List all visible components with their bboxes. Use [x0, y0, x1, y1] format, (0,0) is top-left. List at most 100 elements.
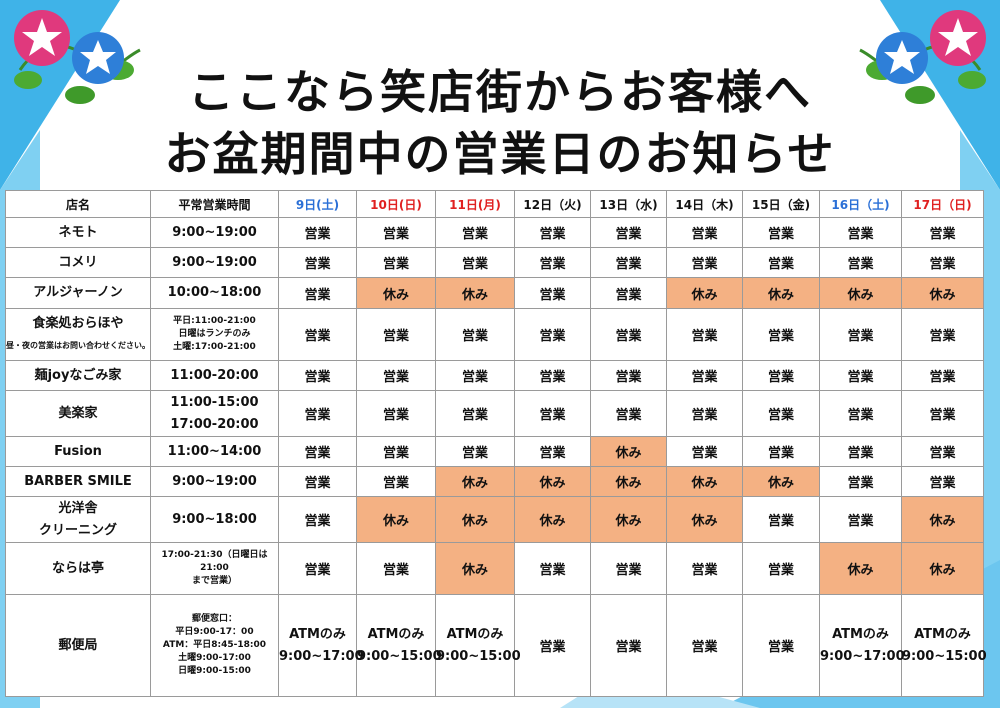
header-day: 10日(日) — [356, 190, 436, 218]
status-open: 営業 — [901, 390, 984, 437]
header-day: 13日（水) — [590, 190, 667, 218]
status-open: 営業 — [278, 247, 357, 278]
store-hours-line: 9:00~19:00 — [172, 224, 257, 240]
store-hours-line: 土曜:17:00-21:00 — [173, 342, 256, 352]
status-closed: 休み — [901, 542, 984, 595]
status-closed: 休み — [666, 277, 743, 309]
status-open: 営業 — [819, 496, 902, 543]
status-open: 営業 — [666, 247, 743, 278]
store-name: ネモト — [5, 217, 151, 248]
status-closed: 休み — [819, 277, 902, 309]
status-open: 営業 — [278, 308, 357, 361]
status-line: ATMのみ — [832, 626, 889, 642]
status-closed: 休み — [514, 496, 591, 543]
status-open: 営業 — [278, 390, 357, 437]
status-open: 営業 — [278, 360, 357, 391]
status-open: 営業 — [742, 390, 820, 437]
table-row: 美楽家 11:00-15:00 17:00-20:00 営業 営業 営業 営業 営業 営業 営業営… — [5, 390, 984, 437]
status-closed: 休み — [901, 277, 984, 309]
status-open: 営業 — [514, 390, 591, 437]
store-hours: 11:00~14:00 — [150, 436, 279, 467]
status-open: 営業 — [666, 308, 743, 361]
table-row: コメリ 9:00~19:00 営業 営業 営業 営業 営業 営業 営業 営業 営業 — [5, 247, 984, 278]
store-hours-line: 平日:11:00-21:00 — [173, 316, 256, 326]
status-open: 営業 — [590, 308, 667, 361]
status-closed: 休み — [356, 496, 436, 543]
table-row: Fusion 11:00~14:00 営業 営業 営業 営業 休み 営業 営業 営業 営業 — [5, 436, 984, 467]
status-open: 営業 — [819, 466, 902, 497]
status-open: 営業 — [742, 308, 820, 361]
status-open: 営業 — [356, 217, 436, 248]
status-open: 営業 — [590, 360, 667, 391]
status-open: 営業 — [819, 360, 902, 391]
status-closed: 休み — [435, 542, 515, 595]
store-hours-line: 10:00~18:00 — [167, 285, 262, 300]
status-open: 営業 — [435, 360, 515, 391]
store-hours-line: 11:00-15:00 — [170, 394, 259, 410]
status-open: 営業 — [742, 436, 820, 467]
status-open: ATMのみ 9:00~15:00 — [435, 594, 521, 697]
header-day: 16日（土) — [819, 190, 902, 218]
store-hours: 10:00~18:00 — [150, 277, 279, 309]
store-hours-line: 日曜はランチのみ — [178, 329, 251, 339]
store-name-line: 美楽家 — [58, 405, 98, 421]
status-open: 営業 — [278, 542, 357, 595]
header-day: 11日(月) — [435, 190, 515, 218]
status-open: 営業 — [590, 390, 667, 437]
status-open: 営業 — [742, 217, 820, 248]
table-header-row: 店名 平常営業時間 9日(土) 10日(日) 11日(月) 12日（火) 13日（水) 1… — [5, 190, 984, 218]
status-closed: 休み — [356, 277, 436, 309]
status-open: 営業 — [514, 277, 591, 309]
status-closed: 休み — [666, 466, 743, 497]
table-row: 光洋舎 クリーニング 9:00~18:00 営業 休み 休み 休み 休み 休み 営業 営業 休み — [5, 496, 984, 543]
status-open: 営業 — [590, 277, 667, 309]
status-line: ATMのみ — [289, 626, 346, 642]
status-open: 営業 — [356, 247, 436, 278]
status-open: ATMのみ 9:00~15:00 — [901, 594, 987, 697]
store-hours-line: 日曜9:00-15:00 — [178, 666, 251, 676]
status-open: 営業 — [901, 466, 984, 497]
status-open: 営業 — [742, 360, 820, 391]
status-open: 営業 — [666, 390, 743, 437]
status-closed: 休み — [435, 277, 515, 309]
status-open: 営業 — [901, 360, 984, 391]
status-open: 営業 — [666, 217, 743, 248]
store-hours: 11:00-15:00 17:00-20:00 — [150, 390, 279, 437]
status-closed: 休み — [590, 466, 667, 497]
status-open: 営業 — [356, 436, 436, 467]
store-hours: 9:00~19:00 — [150, 466, 279, 497]
status-closed: 休み — [590, 436, 667, 467]
status-open: 営業 — [819, 217, 902, 248]
status-open: 営業 — [742, 496, 820, 543]
status-closed: 休み — [742, 277, 820, 309]
store-name: Fusion — [5, 436, 151, 467]
status-line: 9:00~15:00 — [357, 648, 442, 664]
status-open: 営業 — [590, 247, 667, 278]
status-open: 営業 — [901, 217, 984, 248]
status-open: 営業 — [819, 436, 902, 467]
status-open: 営業 — [590, 594, 667, 697]
status-open: 営業 — [666, 436, 743, 467]
status-open: 営業 — [514, 436, 591, 467]
status-open: 営業 — [435, 390, 515, 437]
store-name: ならは亭 — [5, 542, 151, 595]
status-open: 営業 — [356, 466, 436, 497]
status-open: 営業 — [514, 217, 591, 248]
status-open: 営業 — [356, 308, 436, 361]
status-line: ATMのみ — [367, 626, 425, 642]
store-hours: 11:00-20:00 — [150, 360, 279, 391]
header-day: 12日（火) — [514, 190, 591, 218]
store-hours-line: 17:00-20:00 — [170, 416, 259, 432]
status-open: 営業 — [356, 360, 436, 391]
store-name: アルジャーノン — [5, 277, 151, 309]
status-open: 営業 — [514, 594, 591, 697]
status-open: 営業 — [819, 247, 902, 278]
status-open: 営業 — [278, 436, 357, 467]
status-open: 営業 — [742, 594, 820, 697]
table-row: アルジャーノン 10:00~18:00 営業 休み 休み 営業 営業 休み 休み 休み 休み — [5, 277, 984, 309]
status-open: 営業 — [514, 308, 591, 361]
business-days-table: 店名 平常営業時間 9日(土) 10日(日) 11日(月) 12日（火) 13日（水) 1… — [5, 190, 987, 697]
status-open: 営業 — [901, 308, 984, 361]
store-hours-line: 11:00~14:00 — [167, 443, 262, 459]
status-open: 営業 — [666, 360, 743, 391]
